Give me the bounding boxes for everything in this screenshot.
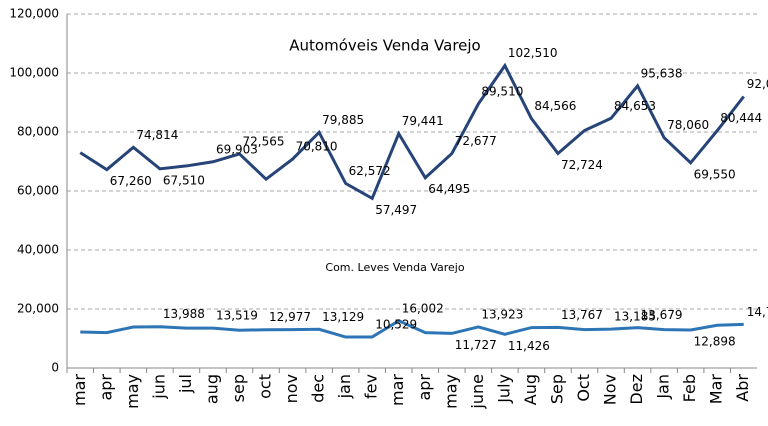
x-tick-label: Aug [521,374,540,405]
data-label: 11,426 [508,339,550,353]
x-tick-label: june [468,374,487,410]
x-tick-label: fev [362,374,381,399]
data-label: 79,441 [402,114,444,128]
data-label: 13,923 [481,307,523,321]
data-label: 78,060 [667,118,709,132]
data-label: 72,724 [561,158,603,172]
x-tick-label: Abr [733,374,752,402]
data-label: 12,898 [694,334,736,348]
x-tick-label: Oct [574,374,593,402]
x-tick-label: sep [229,374,248,402]
x-tick-label: apr [415,374,434,401]
data-label: 84,653 [614,99,656,113]
x-tick-label: Dez [627,374,646,405]
data-label: 13,519 [216,309,258,323]
x-tick-label: jun [149,374,168,400]
data-label: 12,977 [269,310,311,324]
series-line [80,319,744,339]
data-label: 62,572 [349,164,391,178]
x-tick-label: may [123,374,142,409]
data-label: 95,638 [641,66,683,80]
x-tick-label: Sep [547,374,566,404]
data-label: 89,510 [481,84,523,98]
y-tick-label: 40,000 [17,243,59,257]
x-tick-label: aug [202,374,221,404]
x-tick-label: jan [335,374,354,399]
data-label: 64,495 [428,182,470,196]
data-label: 13,679 [641,308,683,322]
data-label: 84,566 [534,99,576,113]
x-tick-label: mar [70,374,89,406]
data-label: 69,903 [216,142,258,156]
x-tick-label: dec [309,374,328,403]
x-tick-label: oct [256,374,275,399]
y-tick-label: 20,000 [17,302,59,316]
data-label: 74,814 [136,128,178,142]
series-line [79,62,745,201]
data-label: 10,529 [375,317,417,331]
x-tick-label: July [494,374,513,404]
x-tick-label: Feb [680,374,699,402]
data-label: 67,260 [110,174,152,188]
y-tick-label: 80,000 [17,125,59,139]
data-label: 13,129 [322,310,364,324]
y-tick-label: 0 [51,361,59,375]
series-title: Com. Leves Venda Varejo [325,261,464,274]
data-label: 80,444 [720,111,762,125]
data-label: 70,810 [296,140,338,154]
data-label: 13,185 [614,310,656,324]
data-label: 13,988 [163,307,205,321]
y-tick-label: 120,000 [9,7,59,21]
data-label: 92,028 [747,77,768,91]
x-tick-label: jul [176,374,195,394]
x-tick-label: Jan [654,374,673,400]
data-label: 14,772 [747,305,768,319]
data-label: 69,550 [694,167,736,181]
data-label: 102,510 [508,46,558,60]
x-tick-label: may [441,374,460,409]
data-label: 57,497 [375,203,417,217]
y-tick-label: 60,000 [17,184,59,198]
data-label: 11,727 [455,338,497,352]
data-label: 72,677 [455,134,497,148]
x-tick-label: apr [96,374,115,401]
data-label: 67,510 [163,173,205,187]
y-tick-label: 100,000 [9,66,59,80]
data-label: 13,767 [561,308,603,322]
x-tick-label: Mar [707,374,726,405]
data-label: 72,565 [243,134,285,148]
data-label: 16,002 [402,301,444,315]
series-title: Automóveis Venda Varejo [289,37,480,55]
x-tick-label: nov [282,374,301,403]
x-tick-label: mar [388,374,407,406]
data-label: 79,885 [322,113,364,127]
x-tick-label: Nov [601,374,620,405]
